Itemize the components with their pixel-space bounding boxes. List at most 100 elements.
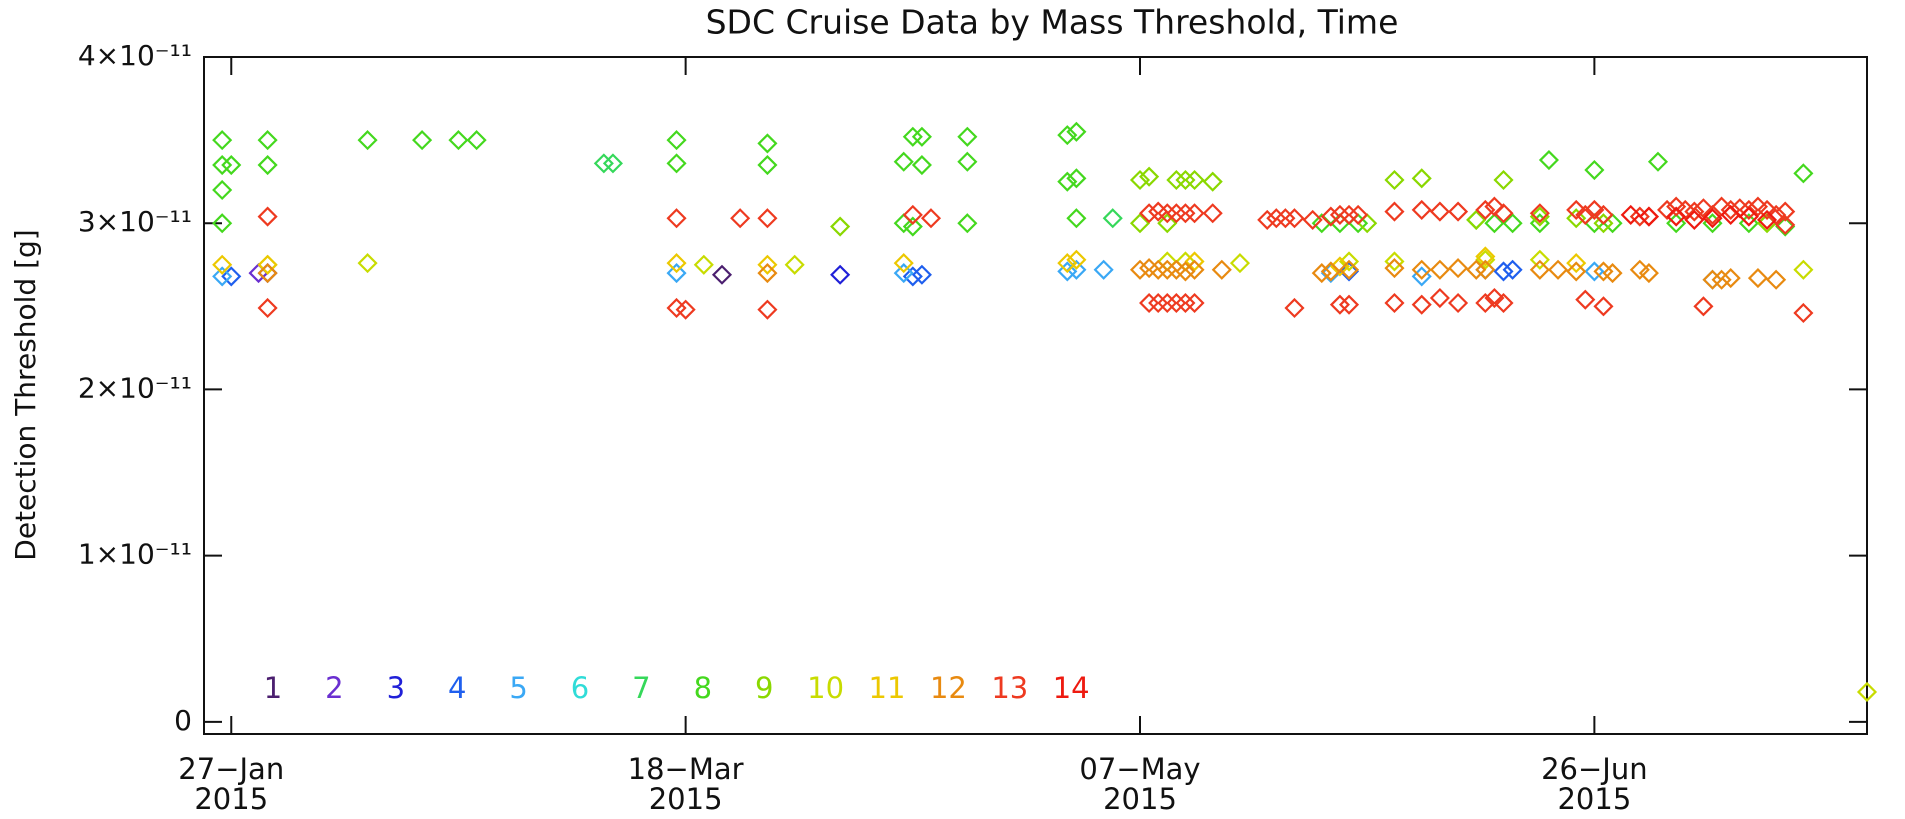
- data-point: [1129, 213, 1151, 234]
- y-tick-label: 3×10⁻¹¹: [78, 205, 192, 238]
- data-point: [893, 253, 914, 274]
- data-point: [257, 206, 278, 227]
- data-point: [1693, 296, 1714, 317]
- data-point: [1229, 253, 1251, 274]
- data-point: [757, 299, 778, 320]
- data-point: [257, 254, 278, 275]
- data-point: [830, 216, 851, 237]
- data-point: [1202, 203, 1223, 224]
- data-point: [1775, 216, 1796, 237]
- y-tick-label: 0: [174, 704, 192, 737]
- data-point: [1175, 261, 1196, 282]
- data-point: [1129, 169, 1151, 191]
- data-point: [212, 154, 233, 176]
- data-point: [1666, 206, 1687, 227]
- x-tick-label: 27−Jan 2015: [178, 752, 285, 816]
- y-axis-label: Detection Threshold [g]: [9, 229, 42, 560]
- legend-entry: 9: [755, 671, 773, 705]
- data-point: [1566, 253, 1587, 274]
- data-point: [1629, 206, 1650, 227]
- data-point: [1766, 269, 1787, 290]
- legend-entry: 12: [930, 671, 967, 705]
- data-point: [1057, 261, 1078, 282]
- data-point: [1475, 292, 1496, 314]
- data-point: [1484, 287, 1505, 309]
- legend-entry: 10: [807, 671, 844, 705]
- data-point: [1157, 292, 1178, 314]
- legend-entry: 11: [869, 671, 906, 705]
- data-point: [1711, 269, 1732, 290]
- data-point: [1466, 259, 1487, 280]
- data-point: [466, 130, 487, 151]
- data-point: [1166, 292, 1187, 314]
- legend-entry: 2: [325, 671, 343, 705]
- legend-entry: 4: [448, 671, 466, 705]
- data-point: [1429, 201, 1450, 222]
- data-point: [1493, 169, 1514, 191]
- data-point: [1329, 294, 1350, 315]
- data-point: [1384, 258, 1405, 279]
- data-point: [830, 264, 851, 285]
- chart-title: SDC Cruise Data by Mass Threshold, Time: [706, 3, 1399, 42]
- data-point: [1775, 201, 1796, 222]
- data-point: [1266, 208, 1287, 229]
- data-point: [666, 208, 687, 229]
- data-point: [666, 130, 687, 151]
- data-point: [893, 213, 914, 234]
- data-point: [1475, 199, 1496, 220]
- data-point: [1657, 199, 1678, 220]
- data-point: [1529, 206, 1550, 227]
- data-point: [1502, 213, 1523, 234]
- data-point: [1184, 203, 1205, 224]
- data-point: [1057, 171, 1078, 192]
- data-point: [757, 254, 778, 275]
- data-point: [1066, 249, 1087, 270]
- data-point: [675, 299, 696, 320]
- data-point: [1338, 261, 1360, 282]
- data-point: [1566, 261, 1587, 282]
- data-point: [1756, 209, 1778, 230]
- data-point: [1575, 289, 1596, 310]
- data-point: [212, 213, 233, 234]
- data-point: [1411, 199, 1432, 220]
- data-point: [1139, 292, 1160, 314]
- data-point: [1584, 261, 1605, 282]
- data-point: [1638, 206, 1659, 227]
- data-point: [1529, 249, 1550, 270]
- data-point: [1584, 199, 1605, 220]
- data-point: [1593, 204, 1614, 225]
- data-point: [957, 126, 978, 147]
- data-point: [1793, 259, 1814, 280]
- data-point: [957, 151, 978, 172]
- data-point: [257, 154, 278, 176]
- x-tick-label: 26−Jun 2015: [1541, 752, 1648, 816]
- data-point: [1684, 209, 1705, 230]
- data-point: [1720, 268, 1741, 289]
- data-point: [1493, 203, 1514, 224]
- data-point: [1157, 259, 1178, 280]
- data-point: [1148, 292, 1169, 314]
- data-point: [1166, 203, 1187, 224]
- data-point: [1547, 259, 1569, 280]
- data-point: [593, 153, 614, 174]
- data-point: [911, 126, 932, 147]
- data-point: [902, 216, 923, 237]
- data-point: [757, 208, 778, 229]
- data-point: [902, 204, 923, 225]
- data-point: [1066, 208, 1087, 229]
- data-point: [1320, 261, 1341, 282]
- data-point: [1057, 125, 1078, 146]
- data-point: [1338, 294, 1360, 315]
- data-point: [1384, 169, 1405, 191]
- data-point: [221, 154, 242, 176]
- data-point: [1175, 292, 1196, 314]
- data-point: [1338, 251, 1360, 272]
- data-point: [257, 130, 278, 151]
- data-point: [730, 208, 751, 229]
- data-point: [920, 208, 942, 229]
- data-point: [1129, 259, 1151, 280]
- data-point: [1429, 259, 1450, 280]
- data-point: [1493, 292, 1514, 314]
- data-point: [893, 263, 914, 284]
- data-point: [1175, 203, 1196, 224]
